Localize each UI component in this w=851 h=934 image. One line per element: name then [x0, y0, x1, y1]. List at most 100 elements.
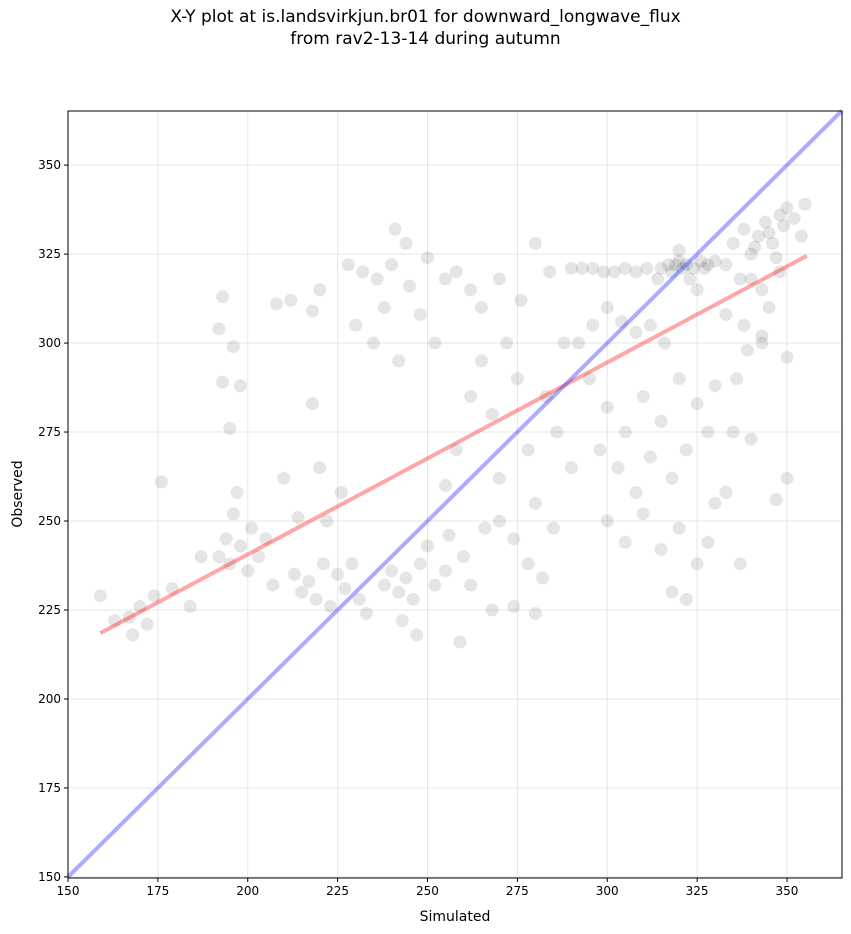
data-point	[399, 236, 413, 250]
data-point	[755, 283, 769, 297]
axis-ticks: 150 175 200 225 250 275 300 325 350 150 175 200 225 2…	[38, 158, 798, 898]
data-point	[403, 279, 417, 293]
data-point	[485, 603, 499, 617]
data-point	[730, 372, 744, 386]
data-point	[266, 578, 280, 592]
data-point	[464, 389, 478, 403]
data-point	[798, 197, 812, 211]
data-point	[492, 514, 506, 528]
data-point	[341, 258, 355, 272]
data-point	[600, 514, 614, 528]
data-point	[737, 222, 751, 236]
data-point	[399, 571, 413, 585]
y-tick-label: 350	[38, 158, 61, 172]
data-point	[359, 607, 373, 621]
data-point	[392, 585, 406, 599]
data-point	[618, 261, 632, 275]
data-point	[776, 219, 790, 233]
data-point	[295, 585, 309, 599]
data-point	[377, 578, 391, 592]
data-point	[719, 486, 733, 500]
data-point	[701, 535, 715, 549]
data-point	[140, 617, 154, 631]
data-point	[305, 397, 319, 411]
data-point	[787, 211, 801, 225]
data-point	[780, 201, 794, 215]
x-tick-label: 200	[236, 884, 259, 898]
data-point	[385, 258, 399, 272]
data-point	[521, 557, 535, 571]
data-point	[244, 521, 258, 535]
data-point	[438, 478, 452, 492]
data-point	[708, 496, 722, 510]
data-point	[769, 493, 783, 507]
data-point	[618, 535, 632, 549]
data-point	[528, 236, 542, 250]
data-point	[392, 354, 406, 368]
data-point	[564, 461, 578, 475]
data-point	[744, 247, 758, 261]
data-point	[449, 265, 463, 279]
plot-frame	[67, 110, 843, 879]
data-point	[302, 575, 316, 589]
x-tick-label: 325	[686, 884, 709, 898]
x-tick-label: 175	[146, 884, 169, 898]
data-point	[241, 564, 255, 578]
data-point	[762, 226, 776, 240]
data-point	[377, 300, 391, 314]
data-point	[672, 521, 686, 535]
data-point	[654, 542, 668, 556]
data-point	[345, 557, 359, 571]
data-point	[600, 300, 614, 314]
data-point	[194, 550, 208, 564]
data-point	[600, 400, 614, 414]
data-point	[485, 407, 499, 421]
data-point	[575, 261, 589, 275]
data-point	[679, 258, 693, 272]
data-point	[701, 425, 715, 439]
x-tick-label: 150	[57, 884, 80, 898]
data-point	[607, 265, 621, 279]
data-point	[464, 578, 478, 592]
data-point	[428, 578, 442, 592]
data-point	[331, 567, 345, 581]
data-point	[521, 443, 535, 457]
data-point	[597, 265, 611, 279]
data-point	[122, 610, 136, 624]
data-point	[679, 592, 693, 606]
data-point	[629, 265, 643, 279]
data-point	[474, 354, 488, 368]
data-point	[284, 293, 298, 307]
x-tick-label: 300	[596, 884, 619, 898]
data-point	[665, 471, 679, 485]
y-tick-label: 250	[38, 514, 61, 528]
data-point	[690, 283, 704, 297]
data-point	[270, 297, 284, 311]
y-tick-label: 300	[38, 336, 61, 350]
data-point	[755, 336, 769, 350]
data-point	[636, 507, 650, 521]
data-point	[672, 372, 686, 386]
data-point	[500, 336, 514, 350]
data-point	[438, 272, 452, 286]
y-tick-label: 225	[38, 603, 61, 617]
data-point	[643, 450, 657, 464]
data-point	[438, 564, 452, 578]
data-point	[672, 244, 686, 258]
y-tick-label: 175	[38, 781, 61, 795]
x-tick-label: 250	[416, 884, 439, 898]
data-point	[550, 425, 564, 439]
data-point	[665, 585, 679, 599]
y-tick-label: 275	[38, 425, 61, 439]
data-point	[226, 507, 240, 521]
data-point	[474, 300, 488, 314]
data-point	[690, 557, 704, 571]
data-point	[744, 272, 758, 286]
data-point	[478, 521, 492, 535]
data-point	[661, 258, 675, 272]
data-point	[726, 425, 740, 439]
data-point	[683, 272, 697, 286]
data-point	[794, 229, 808, 243]
data-point	[234, 379, 248, 393]
data-point	[507, 599, 521, 613]
